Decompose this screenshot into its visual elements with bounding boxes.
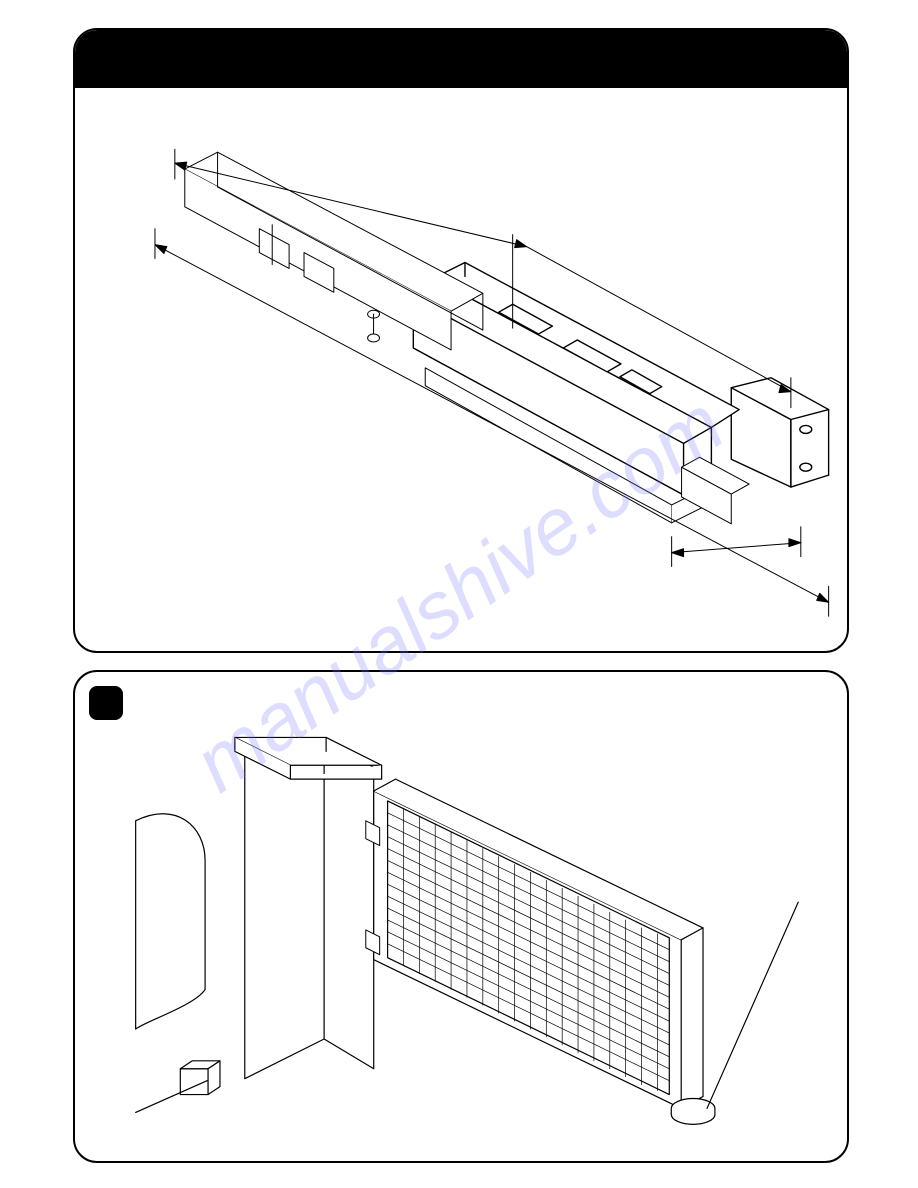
gate-drawing [75, 672, 847, 1161]
bottom-figure-panel [73, 670, 849, 1163]
dim-stroke-label [325, 180, 329, 196]
dim-bracket-label [715, 560, 719, 576]
dim-total-label [475, 590, 479, 606]
top-figure-panel [73, 28, 849, 653]
page-root: manualshive.com [0, 0, 918, 1188]
actuator-drawing [75, 30, 847, 651]
